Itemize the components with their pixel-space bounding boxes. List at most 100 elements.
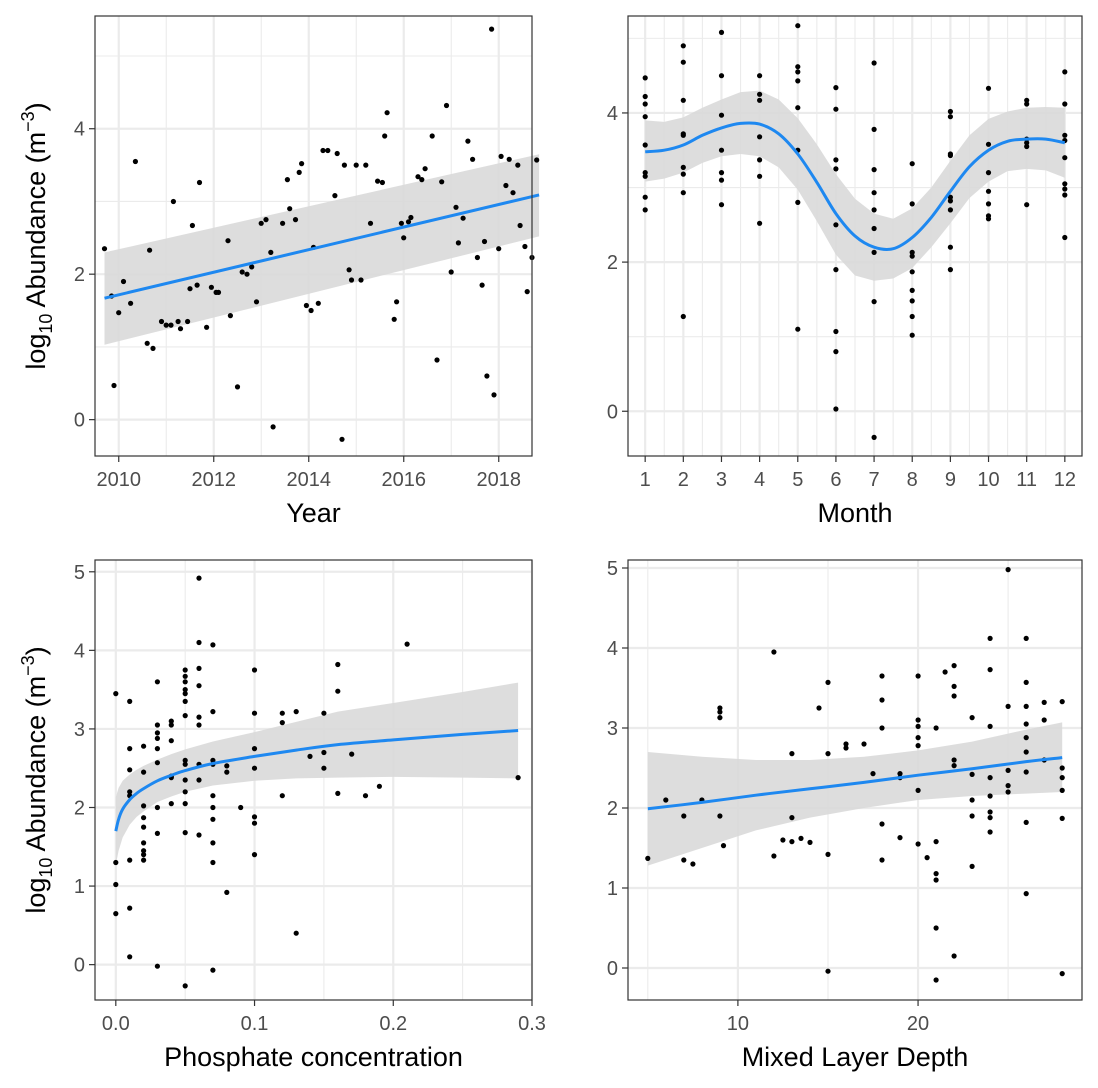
data-point	[111, 382, 117, 389]
data-point	[251, 746, 258, 752]
data-point	[909, 298, 915, 304]
data-point	[335, 688, 341, 694]
data-point	[251, 710, 258, 716]
data-point	[127, 857, 133, 863]
data-point	[985, 201, 992, 207]
data-point	[182, 761, 188, 767]
data-point	[419, 177, 425, 183]
data-point	[871, 126, 877, 132]
data-point	[771, 853, 777, 859]
data-point	[498, 153, 504, 159]
data-point	[987, 667, 993, 673]
x-tick-label: 2014	[287, 469, 332, 491]
data-point	[909, 332, 915, 338]
data-point	[789, 751, 795, 757]
y-tick-label: 5	[74, 562, 85, 584]
x-tick-label: 10	[727, 1013, 749, 1035]
data-point	[871, 249, 877, 255]
confidence-ribbon	[645, 90, 1065, 281]
data-point	[154, 735, 160, 742]
data-point	[227, 313, 233, 319]
data-point	[969, 813, 975, 819]
data-point	[224, 763, 230, 769]
data-point	[1062, 181, 1068, 187]
data-point	[951, 663, 957, 669]
data-point	[833, 157, 839, 163]
data-point	[339, 436, 345, 442]
data-point	[113, 881, 119, 888]
data-point	[346, 267, 352, 273]
y-tick-label: 0	[74, 955, 85, 977]
data-point	[933, 871, 939, 877]
data-point	[391, 316, 397, 322]
y-tick-label: 3	[74, 719, 85, 741]
data-point	[280, 220, 286, 226]
data-point	[642, 101, 648, 107]
data-point	[196, 179, 203, 186]
fit-line	[645, 121, 1066, 251]
data-point	[358, 277, 364, 283]
data-point	[1041, 699, 1047, 706]
data-point	[299, 161, 305, 167]
data-point	[987, 829, 993, 835]
data-point	[680, 59, 686, 65]
data-point	[718, 177, 725, 183]
y-tick-label: 4	[607, 638, 618, 660]
data-point	[718, 147, 725, 153]
x-tick-label: 20	[907, 1013, 929, 1035]
data-point	[642, 75, 648, 81]
data-point	[833, 106, 839, 112]
data-point	[170, 198, 176, 205]
data-point	[196, 575, 202, 581]
data-point	[1024, 101, 1030, 107]
x-tick-label: 0.1	[241, 1013, 269, 1035]
data-point	[168, 738, 174, 744]
data-point	[258, 220, 264, 226]
x-tick-label: 2010	[97, 469, 142, 491]
data-point	[189, 222, 195, 229]
data-point	[909, 253, 915, 259]
data-point	[642, 173, 648, 179]
fit-line	[104, 193, 540, 300]
data-point	[293, 930, 299, 936]
data-point	[150, 345, 156, 351]
data-point	[154, 679, 160, 685]
data-point	[474, 254, 480, 261]
data-point	[680, 190, 686, 196]
data-point	[879, 697, 885, 703]
data-point	[1023, 679, 1029, 686]
data-point	[795, 64, 801, 70]
data-point	[210, 642, 216, 648]
data-point	[362, 793, 369, 799]
data-point	[987, 793, 993, 799]
x-tick-label: 0.0	[102, 1013, 130, 1035]
data-point	[933, 977, 939, 983]
data-point	[154, 730, 160, 736]
y-tick-label: 0	[607, 401, 618, 423]
data-point	[510, 190, 516, 196]
y-tick-label: 1	[74, 876, 85, 898]
data-point	[947, 114, 954, 120]
data-point	[210, 804, 216, 811]
data-point	[871, 299, 877, 305]
data-point	[379, 179, 385, 186]
data-point	[985, 188, 992, 194]
x-tick-label: 0.2	[379, 1013, 407, 1035]
data-point	[144, 340, 150, 346]
data-point	[909, 269, 915, 275]
data-point	[210, 793, 216, 799]
data-point	[833, 406, 839, 412]
panel-border	[94, 559, 533, 1001]
data-point	[795, 105, 801, 111]
data-point	[680, 164, 686, 170]
data-point	[1059, 765, 1065, 771]
data-point	[470, 156, 476, 162]
data-point	[522, 243, 528, 250]
data-point	[132, 158, 138, 165]
data-point	[168, 801, 174, 807]
data-point	[460, 215, 466, 221]
confidence-ribbon	[104, 154, 540, 345]
data-point	[795, 23, 801, 29]
y-tick-label: 0	[74, 410, 85, 432]
data-point	[394, 299, 400, 305]
